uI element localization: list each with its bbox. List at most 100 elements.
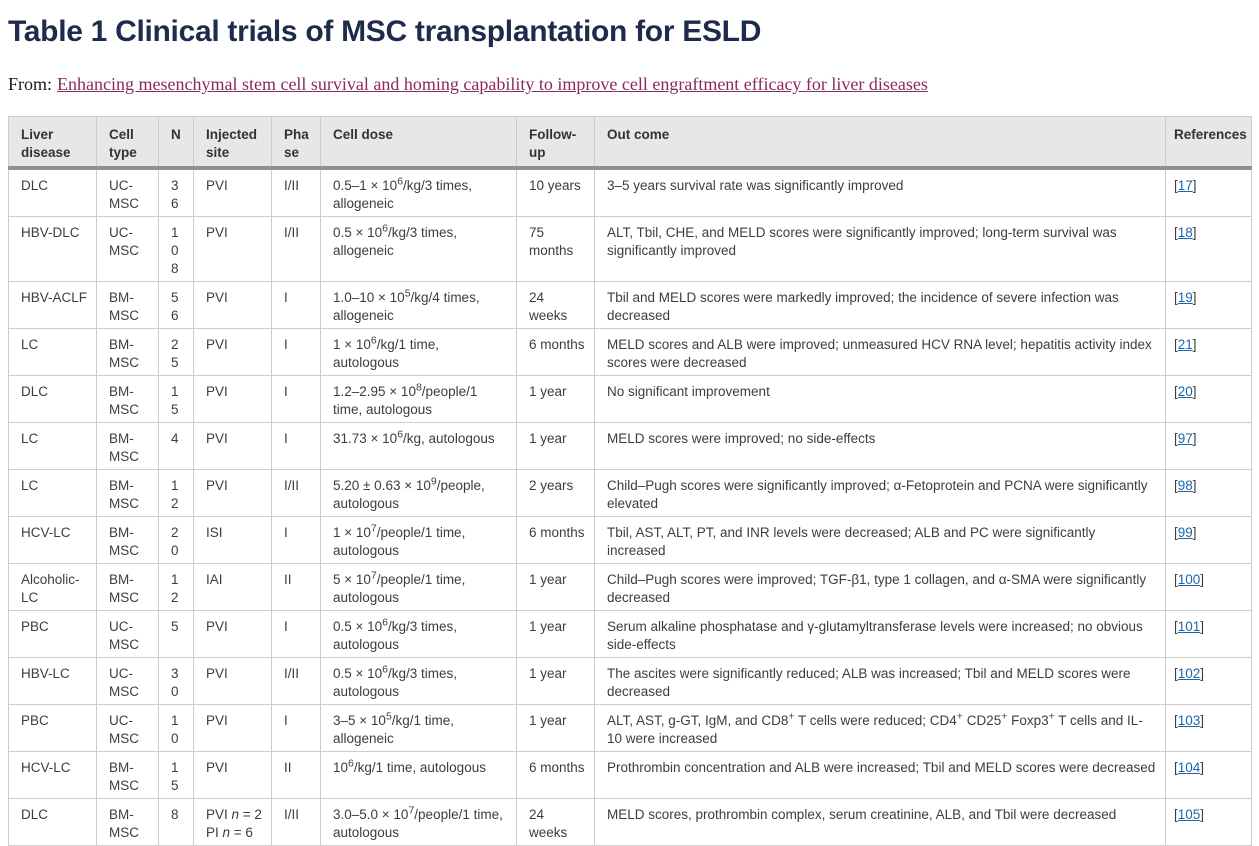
cell-outcome: MELD scores and ALB were improved; unmea… — [594, 328, 1166, 376]
cell-reference: [21] — [1165, 328, 1252, 376]
cell-n: 10 — [158, 704, 194, 752]
cell-injected-site: ISI — [193, 516, 272, 564]
cell-liver-disease: DLC — [8, 798, 97, 846]
reference-link[interactable]: 105 — [1177, 807, 1201, 822]
cell-follow-up: 1 year — [516, 563, 595, 611]
cell-outcome: Child–Pugh scores were improved; TGF-β1,… — [594, 563, 1166, 611]
cell-follow-up: 6 months — [516, 751, 595, 799]
cell-follow-up: 24 weeks — [516, 281, 595, 329]
cell-outcome: MELD scores were improved; no side-effec… — [594, 422, 1166, 470]
column-header-phase: Phase — [271, 116, 321, 170]
table-header-row: Liver disease Cell type N Injected site … — [8, 116, 1252, 170]
cell-outcome: No significant improvement — [594, 375, 1166, 423]
cell-outcome: MELD scores, prothrombin complex, serum … — [594, 798, 1166, 846]
cell-injected-site: PVI — [193, 422, 272, 470]
cell-cell-type: BM-MSC — [96, 563, 159, 611]
cell-outcome: Serum alkaline phosphatase and γ-glutamy… — [594, 610, 1166, 658]
table-container: Liver disease Cell type N Injected site … — [8, 116, 1252, 846]
cell-reference: [102] — [1165, 657, 1252, 705]
reference-link[interactable]: 101 — [1177, 619, 1201, 634]
cell-phase: I — [271, 328, 321, 376]
clinical-trials-table: Liver disease Cell type N Injected site … — [8, 116, 1252, 846]
reference-link[interactable]: 19 — [1177, 290, 1193, 305]
cell-cell-type: UC-MSC — [96, 657, 159, 705]
reference-link[interactable]: 21 — [1177, 337, 1193, 352]
table-row: PBC UC-MSC 10 PVI I 3–5 × 105/kg/1 time, allo… — [8, 704, 1252, 752]
cell-injected-site: PVI — [193, 469, 272, 517]
cell-phase: I — [271, 375, 321, 423]
table-row: HBV-ACLF BM-MSC 56 PVI I 1.0–10 × 105/kg/4 ti… — [8, 281, 1252, 329]
cell-n: 30 — [158, 657, 194, 705]
from-label: From: — [8, 74, 53, 94]
cell-liver-disease: PBC — [8, 610, 97, 658]
cell-liver-disease: LC — [8, 328, 97, 376]
cell-follow-up: 2 years — [516, 469, 595, 517]
cell-cell-dose: 0.5–1 × 106/kg/3 times, allogeneic — [320, 167, 517, 217]
cell-reference: [104] — [1165, 751, 1252, 799]
reference-link[interactable]: 103 — [1177, 713, 1201, 728]
reference-link[interactable]: 104 — [1177, 760, 1201, 775]
cell-injected-site: PVI — [193, 704, 272, 752]
cell-liver-disease: HCV-LC — [8, 751, 97, 799]
cell-n: 108 — [158, 216, 194, 282]
table-row: HBV-LC UC-MSC 30 PVI I/II 0.5 × 106/kg/3 time… — [8, 657, 1252, 705]
cell-cell-dose: 1 × 106/kg/1 time, autologous — [320, 328, 517, 376]
source-article-link[interactable]: Enhancing mesenchymal stem cell survival… — [57, 74, 928, 94]
cell-n: 15 — [158, 375, 194, 423]
source-line: From: Enhancing mesenchymal stem cell sur… — [8, 74, 1251, 95]
cell-n: 8 — [158, 798, 194, 846]
cell-reference: [100] — [1165, 563, 1252, 611]
cell-n: 25 — [158, 328, 194, 376]
cell-cell-type: BM-MSC — [96, 281, 159, 329]
reference-link[interactable]: 100 — [1177, 572, 1201, 587]
column-header-n: N — [158, 116, 194, 170]
cell-cell-type: UC-MSC — [96, 610, 159, 658]
cell-injected-site: PVI — [193, 216, 272, 282]
column-header-injected-site: Injected site — [193, 116, 272, 170]
cell-follow-up: 24 weeks — [516, 798, 595, 846]
cell-injected-site: IAI — [193, 563, 272, 611]
cell-injected-site: PVI — [193, 610, 272, 658]
cell-cell-type: UC-MSC — [96, 167, 159, 217]
cell-follow-up: 1 year — [516, 375, 595, 423]
cell-cell-dose: 5 × 107/people/1 time, autologous — [320, 563, 517, 611]
table-row: DLC BM-MSC 15 PVI I 1.2–2.95 × 108/people/1 t… — [8, 375, 1252, 423]
cell-follow-up: 10 years — [516, 167, 595, 217]
cell-phase: II — [271, 751, 321, 799]
table-row: Alcoholic-LC BM-MSC 12 IAI II 5 × 107/people/… — [8, 563, 1252, 611]
cell-phase: I/II — [271, 167, 321, 217]
reference-link[interactable]: 98 — [1177, 478, 1193, 493]
cell-cell-dose: 3–5 × 105/kg/1 time, allogeneic — [320, 704, 517, 752]
cell-cell-dose: 5.20 ± 0.63 × 109/people, autologous — [320, 469, 517, 517]
reference-link[interactable]: 99 — [1177, 525, 1193, 540]
cell-phase: II — [271, 563, 321, 611]
cell-cell-dose: 1.0–10 × 105/kg/4 times, allogeneic — [320, 281, 517, 329]
reference-link[interactable]: 17 — [1177, 178, 1193, 193]
cell-phase: I/II — [271, 216, 321, 282]
table-row: LC BM-MSC 12 PVI I/II 5.20 ± 0.63 × 109/peopl… — [8, 469, 1252, 517]
cell-cell-type: BM-MSC — [96, 516, 159, 564]
cell-cell-dose: 106/kg/1 time, autologous — [320, 751, 517, 799]
cell-liver-disease: DLC — [8, 167, 97, 217]
cell-reference: [105] — [1165, 798, 1252, 846]
cell-outcome: Tbil and MELD scores were markedly impro… — [594, 281, 1166, 329]
cell-cell-type: BM-MSC — [96, 328, 159, 376]
cell-liver-disease: HCV-LC — [8, 516, 97, 564]
cell-reference: [103] — [1165, 704, 1252, 752]
cell-outcome: The ascites were significantly reduced; … — [594, 657, 1166, 705]
reference-link[interactable]: 102 — [1177, 666, 1201, 681]
cell-cell-type: BM-MSC — [96, 422, 159, 470]
reference-link[interactable]: 18 — [1177, 225, 1193, 240]
cell-cell-type: BM-MSC — [96, 375, 159, 423]
cell-cell-type: UC-MSC — [96, 704, 159, 752]
reference-link[interactable]: 20 — [1177, 384, 1193, 399]
cell-n: 15 — [158, 751, 194, 799]
column-header-references: References — [1165, 116, 1252, 170]
table-row: LC BM-MSC 4 PVI I 31.73 × 106/kg, autologous 1… — [8, 422, 1252, 470]
cell-reference: [99] — [1165, 516, 1252, 564]
column-header-outcome: Out come — [594, 116, 1166, 170]
cell-follow-up: 1 year — [516, 422, 595, 470]
cell-phase: I — [271, 610, 321, 658]
reference-link[interactable]: 97 — [1177, 431, 1193, 446]
